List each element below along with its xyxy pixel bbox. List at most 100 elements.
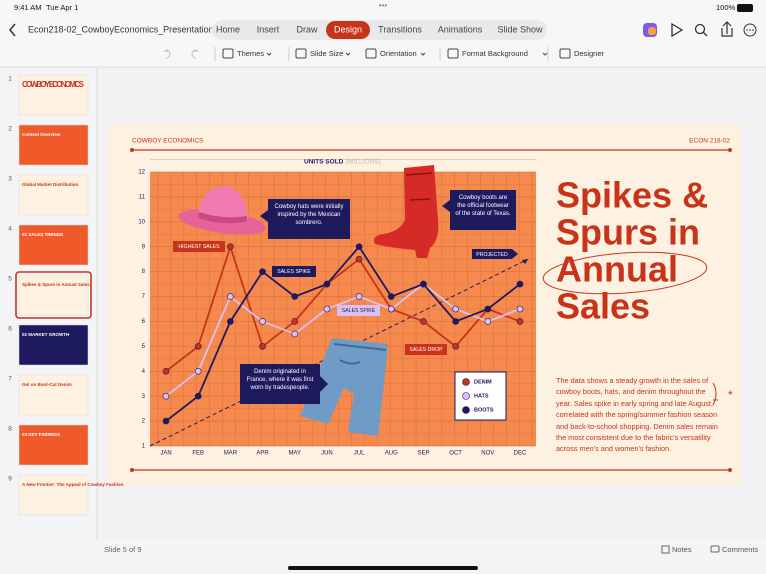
ribbon-tab[interactable]: Design [334,24,362,34]
data-point [259,268,266,275]
slide-header-left: COWBOY ECONOMICS [132,138,204,145]
status-date: Tue Apr 1 [46,3,78,12]
y-tick-label: 3 [142,394,146,400]
slide-thumbnail[interactable] [18,174,89,216]
data-point [387,305,395,313]
ribbon-button[interactable]: Orientation [380,49,417,58]
y-tick-label: 5 [142,344,146,350]
slide-header-right: ECON 218-02 [689,138,730,145]
data-point [291,293,299,300]
ribbon-tab[interactable]: Draw [296,24,318,34]
data-point [387,293,395,300]
legend-swatch [462,406,470,414]
dropdown-chevron [420,52,426,56]
slide-thumbnail[interactable] [18,374,89,416]
x-tick-label: MAY [288,451,301,457]
slide-thumbnail[interactable] [18,274,89,316]
data-point [227,243,234,251]
data-point [484,318,492,325]
thumbnail-title: Get on Boot-Cut Denim [22,382,72,387]
annotation-tag [337,305,380,316]
ribbon-button[interactable]: Format Background [462,49,528,58]
thumbnail-selection [15,271,92,319]
annotation-label: HIGHEST SALES [178,244,220,250]
multitask-dots[interactable]: ••• [379,1,388,10]
data-point [452,305,459,313]
y-tick-label: 7 [142,294,146,300]
legend-swatch [462,378,470,386]
data-point [516,318,524,325]
comments-button[interactable]: Comments [722,545,759,554]
slide-thumbnail[interactable] [18,424,89,466]
tab-strip [212,20,547,40]
y-tick-label: 10 [138,219,145,225]
y-tick-label: 9 [142,244,146,250]
data-point [162,392,170,400]
data-point [516,280,524,288]
series-line [165,282,521,397]
copilot-icon[interactable] [643,23,657,37]
thumbnail-number: 7 [8,376,12,383]
slide-thumbnail[interactable] [18,124,89,166]
cowboy-hat-image [178,186,266,235]
ribbon-tab[interactable]: Slide Show [497,24,543,34]
dropdown-chevron [266,52,272,56]
ribbon-tab[interactable]: Insert [257,24,280,34]
file-name[interactable]: Econ218-02_CowboyEconomics_Presentation [28,24,214,34]
data-point [355,255,363,263]
callout-box [268,199,350,239]
thumbnail-title: 03 KEY FINDINGS [22,432,60,437]
data-point [194,343,202,350]
data-point [194,392,202,400]
footer-icons [661,545,720,554]
ribbon-tab[interactable]: Home [216,24,240,34]
callout-pointer [442,200,450,212]
slide-thumbnail[interactable] [18,324,89,366]
chart-title: UNITS SOLD [304,159,344,166]
cowboy-boot-image [374,165,439,258]
comments-icon[interactable] [710,545,720,553]
slide-thumbnail[interactable] [18,224,89,266]
dropdown-chevron [542,52,548,56]
undo-button[interactable] [163,49,171,59]
annotation-label: SALES DROP [409,347,443,353]
chart-images [178,165,439,436]
callout-pointer [320,376,328,392]
thumbnail-number: 2 [8,126,12,133]
ribbon-icon [295,48,307,59]
legend-swatch [462,392,470,400]
more-button[interactable] [743,23,757,37]
thumbnail-number: 6 [8,326,12,333]
ribbon-icon [365,48,377,59]
x-tick-label: DEC [514,451,527,457]
notes-button[interactable]: Notes [672,545,692,554]
ribbon-tab[interactable]: Transitions [378,24,422,34]
share-button[interactable] [721,21,733,37]
annotation-label: SALES SPIKE [342,308,376,314]
series-line [165,245,521,422]
notes-icon[interactable] [661,545,670,554]
slide-thumbnail[interactable] [18,74,89,116]
slide-thumbnail[interactable] [18,474,89,516]
data-point [452,343,459,350]
search-button[interactable] [694,23,708,37]
trend-tag [472,249,518,259]
back-button[interactable] [9,23,16,37]
ribbon-button[interactable]: Themes [237,49,264,58]
data-point [162,367,170,375]
ribbon-tab[interactable]: Animations [438,24,483,34]
redo-button[interactable] [191,49,199,59]
sales-line-header [130,148,732,152]
trend-label: PROJECTED [476,252,508,258]
x-tick-label: OCT [449,451,462,457]
asterisk-doodle: * [728,388,733,402]
ribbon-button[interactable]: Slide Size [310,49,343,58]
play-button[interactable] [671,22,684,38]
data-point [162,417,170,425]
x-tick-label: MAR [224,451,238,457]
ribbon-button[interactable]: Designer [574,49,605,58]
data-point [291,318,299,325]
callout-pointer [260,210,268,222]
